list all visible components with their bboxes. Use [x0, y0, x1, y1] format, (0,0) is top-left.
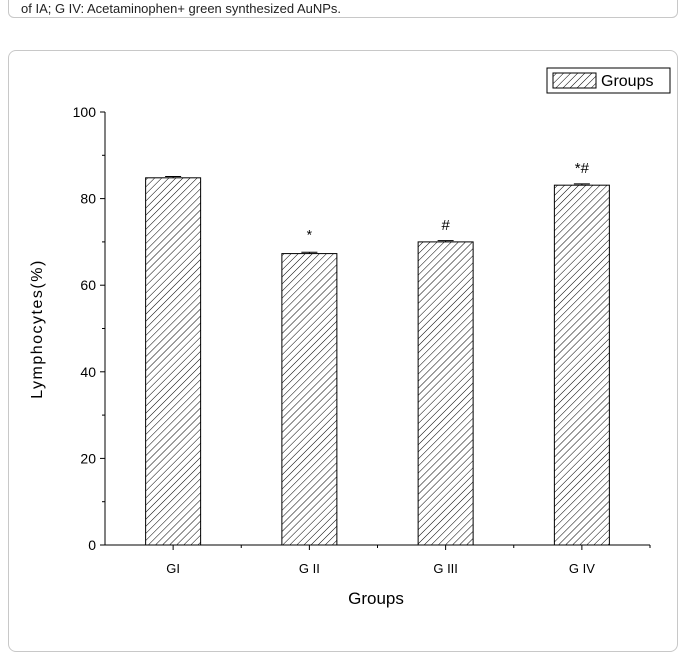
y-tick-label: 60 [80, 277, 96, 293]
y-tick-label: 40 [80, 364, 96, 380]
legend-label: Groups [601, 73, 653, 90]
significance-label: *# [575, 160, 590, 177]
legend-swatch [552, 72, 597, 89]
significance-label: # [441, 217, 450, 234]
bar-1 [145, 177, 202, 546]
y-axis-ticks: 0 20 40 60 80 100 [73, 104, 105, 553]
bar-group: *#*# [145, 160, 610, 546]
y-tick-label: 100 [73, 104, 97, 120]
x-tick-label: G IV [569, 561, 595, 576]
x-axis-label: Groups [348, 589, 404, 608]
caption-panel: of IA; G IV: Acetaminophen+ green synthe… [8, 0, 678, 18]
x-tick-label: G II [299, 561, 320, 576]
bar-4 [553, 184, 610, 546]
legend: Groups [546, 67, 671, 94]
x-tick-label: GI [166, 561, 180, 576]
x-tick-label: G III [433, 561, 458, 576]
bar-3 [417, 241, 474, 546]
y-tick-label: 20 [80, 450, 96, 466]
y-tick-label: 80 [80, 191, 96, 207]
y-axis-label: Lymphocytes(%) [29, 259, 46, 399]
significance-label: * [307, 227, 313, 243]
bar-2 [281, 253, 338, 546]
y-tick-label: 0 [88, 537, 96, 553]
x-axis-ticks: GI G II G III G IV [166, 545, 651, 576]
figure-caption: of IA; G IV: Acetaminophen+ green synthe… [21, 1, 342, 16]
